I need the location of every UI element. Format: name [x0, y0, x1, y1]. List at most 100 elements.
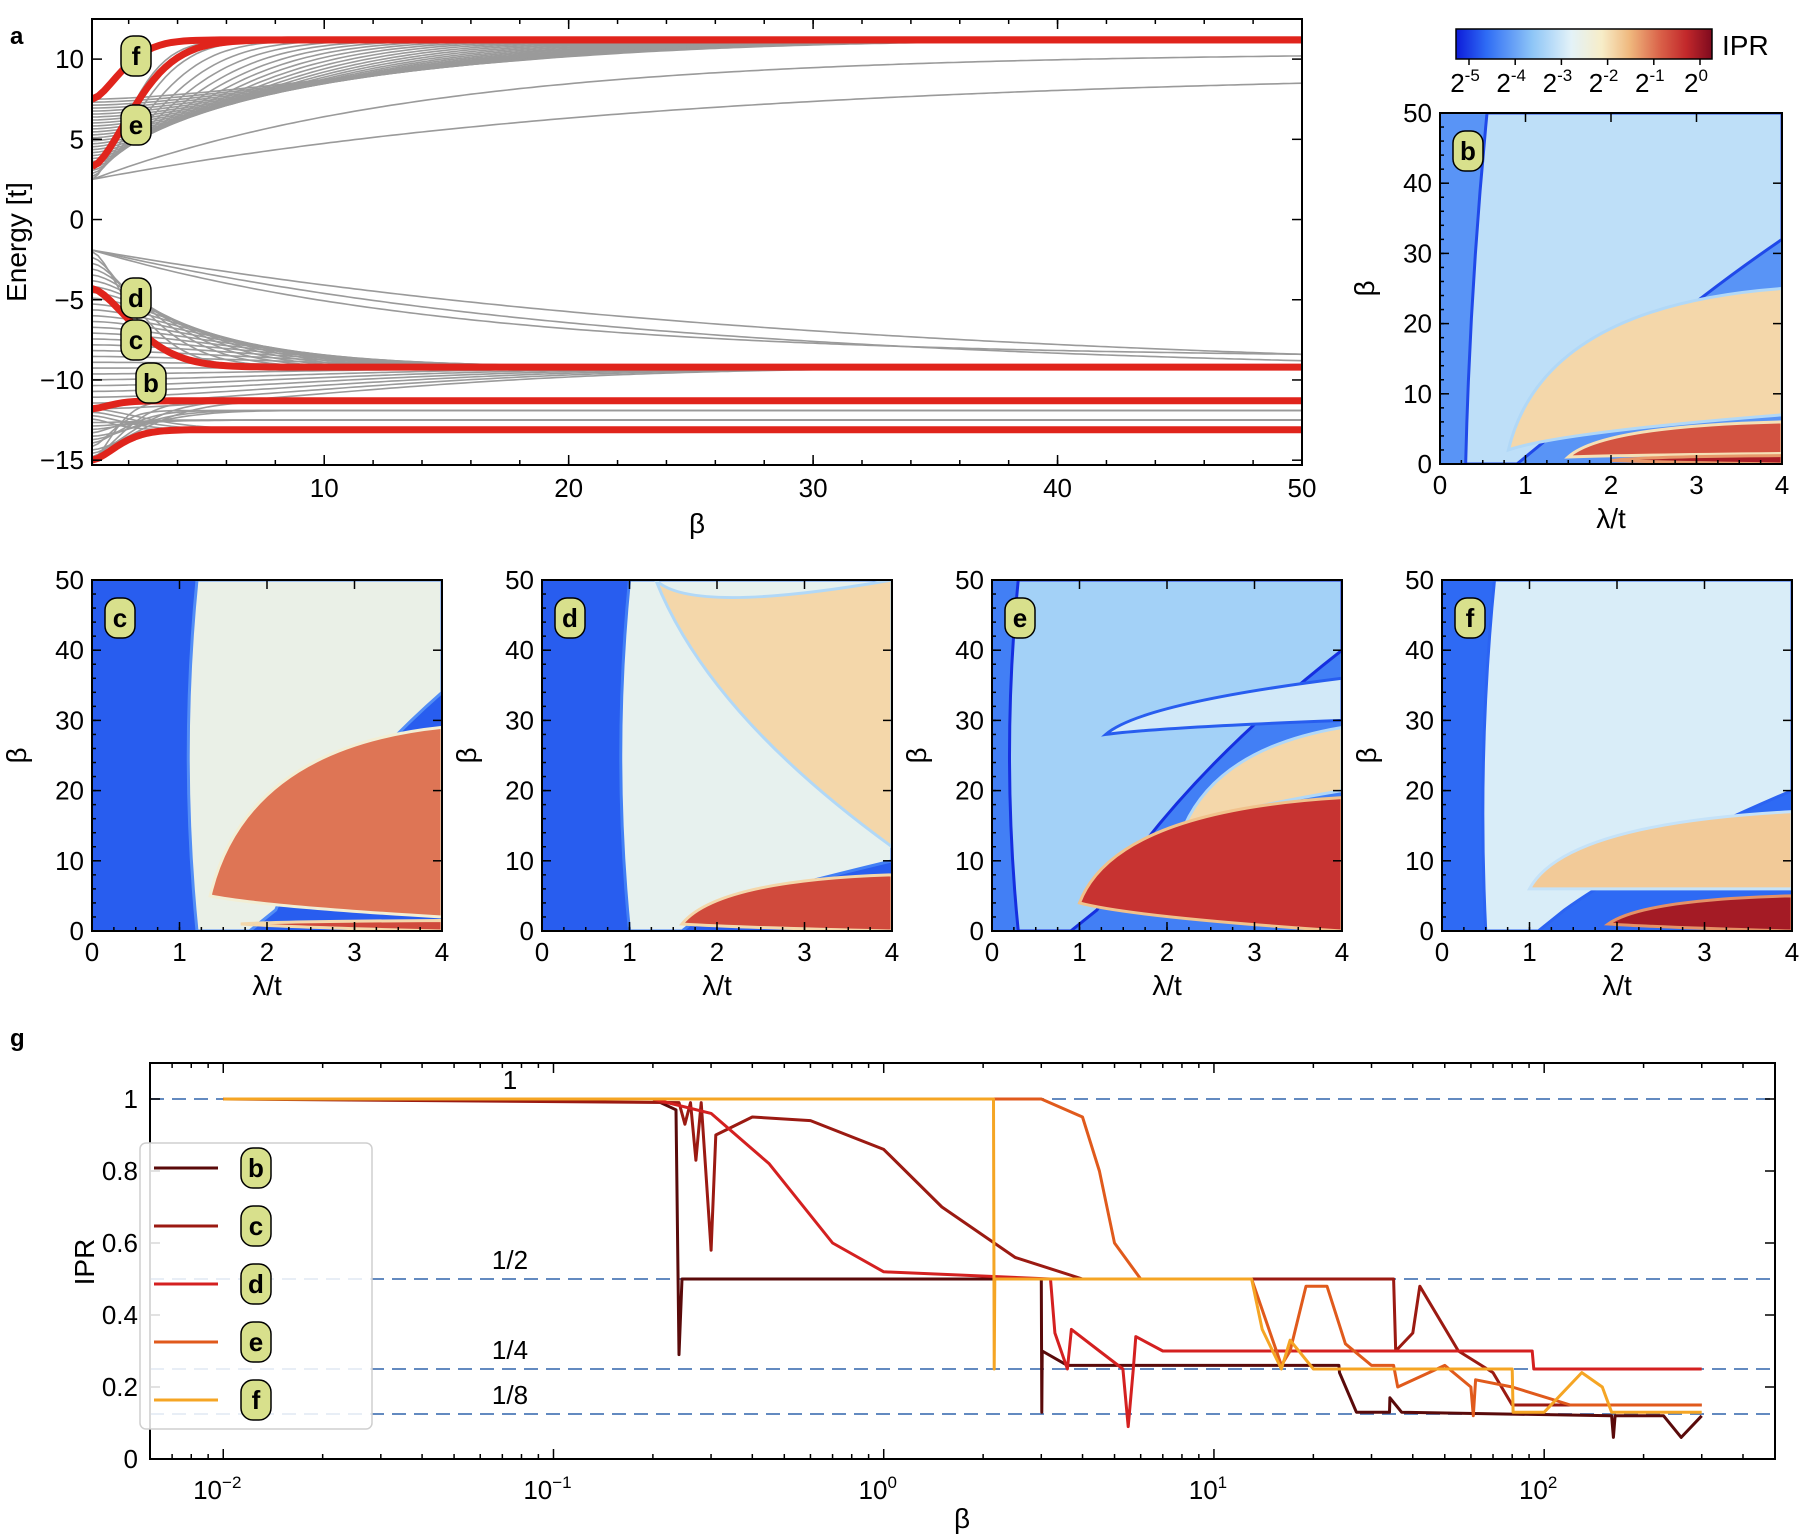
y-tick-label: 20	[55, 776, 84, 806]
heatmap-badge-b-shape	[1452, 130, 1484, 172]
x-tick-label: 3	[1247, 937, 1261, 967]
y-tick-label: 50	[1405, 565, 1434, 595]
colorbar-tick-label-exp: 0	[1699, 66, 1708, 85]
y-tick-label: 0.4	[102, 1300, 138, 1330]
legend-badge-c: c	[240, 1205, 272, 1247]
colorbar-tick-label-exp: -5	[1465, 66, 1480, 85]
x-tick-label-exp: 1	[1218, 1473, 1227, 1492]
y-tick-label: 20	[1403, 309, 1432, 339]
heatmap-badge-d: d	[554, 597, 586, 639]
heatmap-badge-b-text: b	[1460, 136, 1476, 166]
x-tick-label: 100	[859, 1473, 897, 1505]
legend-badge-d-text: d	[248, 1269, 264, 1299]
y-tick-label: 0	[70, 916, 84, 946]
lower-band-line	[92, 297, 1302, 368]
colorbar-title: IPR	[1722, 30, 1769, 61]
heatmap-badge-b: b	[1452, 130, 1484, 172]
lower-band-slow-line	[92, 249, 1302, 362]
x-tick-label: 4	[1785, 937, 1799, 967]
heatmap-badge-e: e	[1004, 597, 1036, 639]
lower-band-slow-line	[92, 249, 1302, 356]
y-tick-label: 20	[505, 776, 534, 806]
badge-a-e-shape	[120, 104, 152, 146]
panel-a-y-label: Energy [t]	[1, 182, 32, 302]
colorbar-tick-label: 2-4	[1496, 66, 1526, 98]
colorbar-tick-label: 2-1	[1635, 66, 1665, 98]
y-tick-label: 20	[1405, 776, 1434, 806]
x-tick-label: 2	[1604, 470, 1618, 500]
badge-a-f-text: f	[132, 41, 141, 71]
heatmap-region	[654, 580, 892, 849]
x-tick-label: 0	[1435, 937, 1449, 967]
panel-a-energy-spectrum: f e dcb 10 20 30 40 50 −15 −10 −5 0 5 10 β Energy [t…	[1, 18, 1317, 539]
heatmap-x-label: λ/t	[702, 970, 732, 1001]
highlight-line-d	[92, 285, 1302, 371]
heatmap-region	[1101, 676, 1342, 737]
upper-band-line	[92, 39, 1302, 172]
upper-band-line	[92, 39, 1302, 127]
lower-band-slow-line	[92, 249, 1302, 356]
colorbar-tick-label-base: 2	[1543, 68, 1557, 98]
series-line-c	[223, 1097, 1702, 1407]
heatmap-badge-c-shape	[104, 597, 136, 639]
legend-badge-b: b	[240, 1147, 272, 1189]
bottom-band-line	[92, 409, 1302, 437]
energy-level-lines	[92, 36, 1302, 464]
y-tick-label: 40	[505, 635, 534, 665]
x-tick-label: 0	[1433, 470, 1447, 500]
x-tick-label: 30	[799, 473, 828, 503]
heatmap-badge-e-text: e	[1013, 603, 1027, 633]
legend-badge-c-shape	[240, 1205, 272, 1247]
series-line-b	[223, 1097, 1703, 1439]
badge-a-e-text: e	[129, 110, 143, 140]
heatmap-badge-d-shape	[554, 597, 586, 639]
y-tick-label: 30	[1405, 705, 1434, 735]
y-tick-label: 50	[1403, 98, 1432, 128]
x-tick-label-base: 10	[1189, 1475, 1218, 1505]
panel-a-x-label: β	[689, 508, 705, 539]
y-tick-label: 20	[955, 776, 984, 806]
x-tick-label-base: 10	[859, 1475, 888, 1505]
y-tick-label: 50	[55, 565, 84, 595]
heatmap-x-label: λ/t	[1152, 970, 1182, 1001]
reference-line-label: 1	[503, 1065, 517, 1095]
badge-a-b-text: b	[143, 368, 159, 398]
panel-g-frame	[149, 1062, 1776, 1460]
x-tick-label: 3	[1689, 470, 1703, 500]
x-tick-label: 20	[554, 473, 583, 503]
x-tick-label: 4	[1335, 937, 1349, 967]
heatmap-badge-f-shape	[1454, 597, 1486, 639]
heatmap-badge-c-text: c	[113, 603, 127, 633]
reference-lines: 1 1/2 1/4 1/8	[150, 1065, 1775, 1415]
colorbar-tick-label-base: 2	[1450, 68, 1464, 98]
series-line-f	[223, 1097, 1702, 1414]
heatmap-region	[1077, 796, 1342, 931]
panel-a-frame	[91, 18, 1303, 466]
heatmap-region	[1603, 894, 1792, 931]
panel-label-a: a	[10, 23, 24, 50]
x-tick-label-exp: 2	[1548, 1473, 1557, 1492]
heatmap-y-label: β	[1349, 280, 1380, 296]
heatmap-x-label: λ/t	[1596, 503, 1626, 534]
ipr-series-lines	[223, 1097, 1703, 1439]
badge-a-f: f	[120, 35, 152, 77]
x-tick-label-exp: 0	[887, 1473, 896, 1492]
heatmap-badge-f: f	[1454, 597, 1486, 639]
heatmap-region	[679, 873, 892, 931]
heatmap-badge-f-text: f	[1466, 603, 1475, 633]
y-tick-label: 5	[70, 124, 84, 154]
legend-badge-e: e	[240, 1321, 272, 1363]
legend-badge-d: d	[240, 1263, 272, 1305]
colorbar-tick-label-exp: -4	[1511, 66, 1526, 85]
panel-g-ipr-vs-beta: 11/21/41/8 10−2 10−1 100 101 10200.20.40.60.…	[69, 1062, 1776, 1534]
x-tick-label-exp: −1	[552, 1473, 571, 1492]
colorbar-strip	[1455, 28, 1713, 60]
lower-band-line	[92, 314, 1302, 368]
legend-badge-e-text: e	[249, 1327, 263, 1357]
x-tick-label: 1	[172, 937, 186, 967]
series-line-e	[223, 1097, 1702, 1418]
x-tick-label: 4	[435, 937, 449, 967]
y-tick-label: 0.8	[102, 1156, 138, 1186]
x-tick-label: 50	[1288, 473, 1317, 503]
